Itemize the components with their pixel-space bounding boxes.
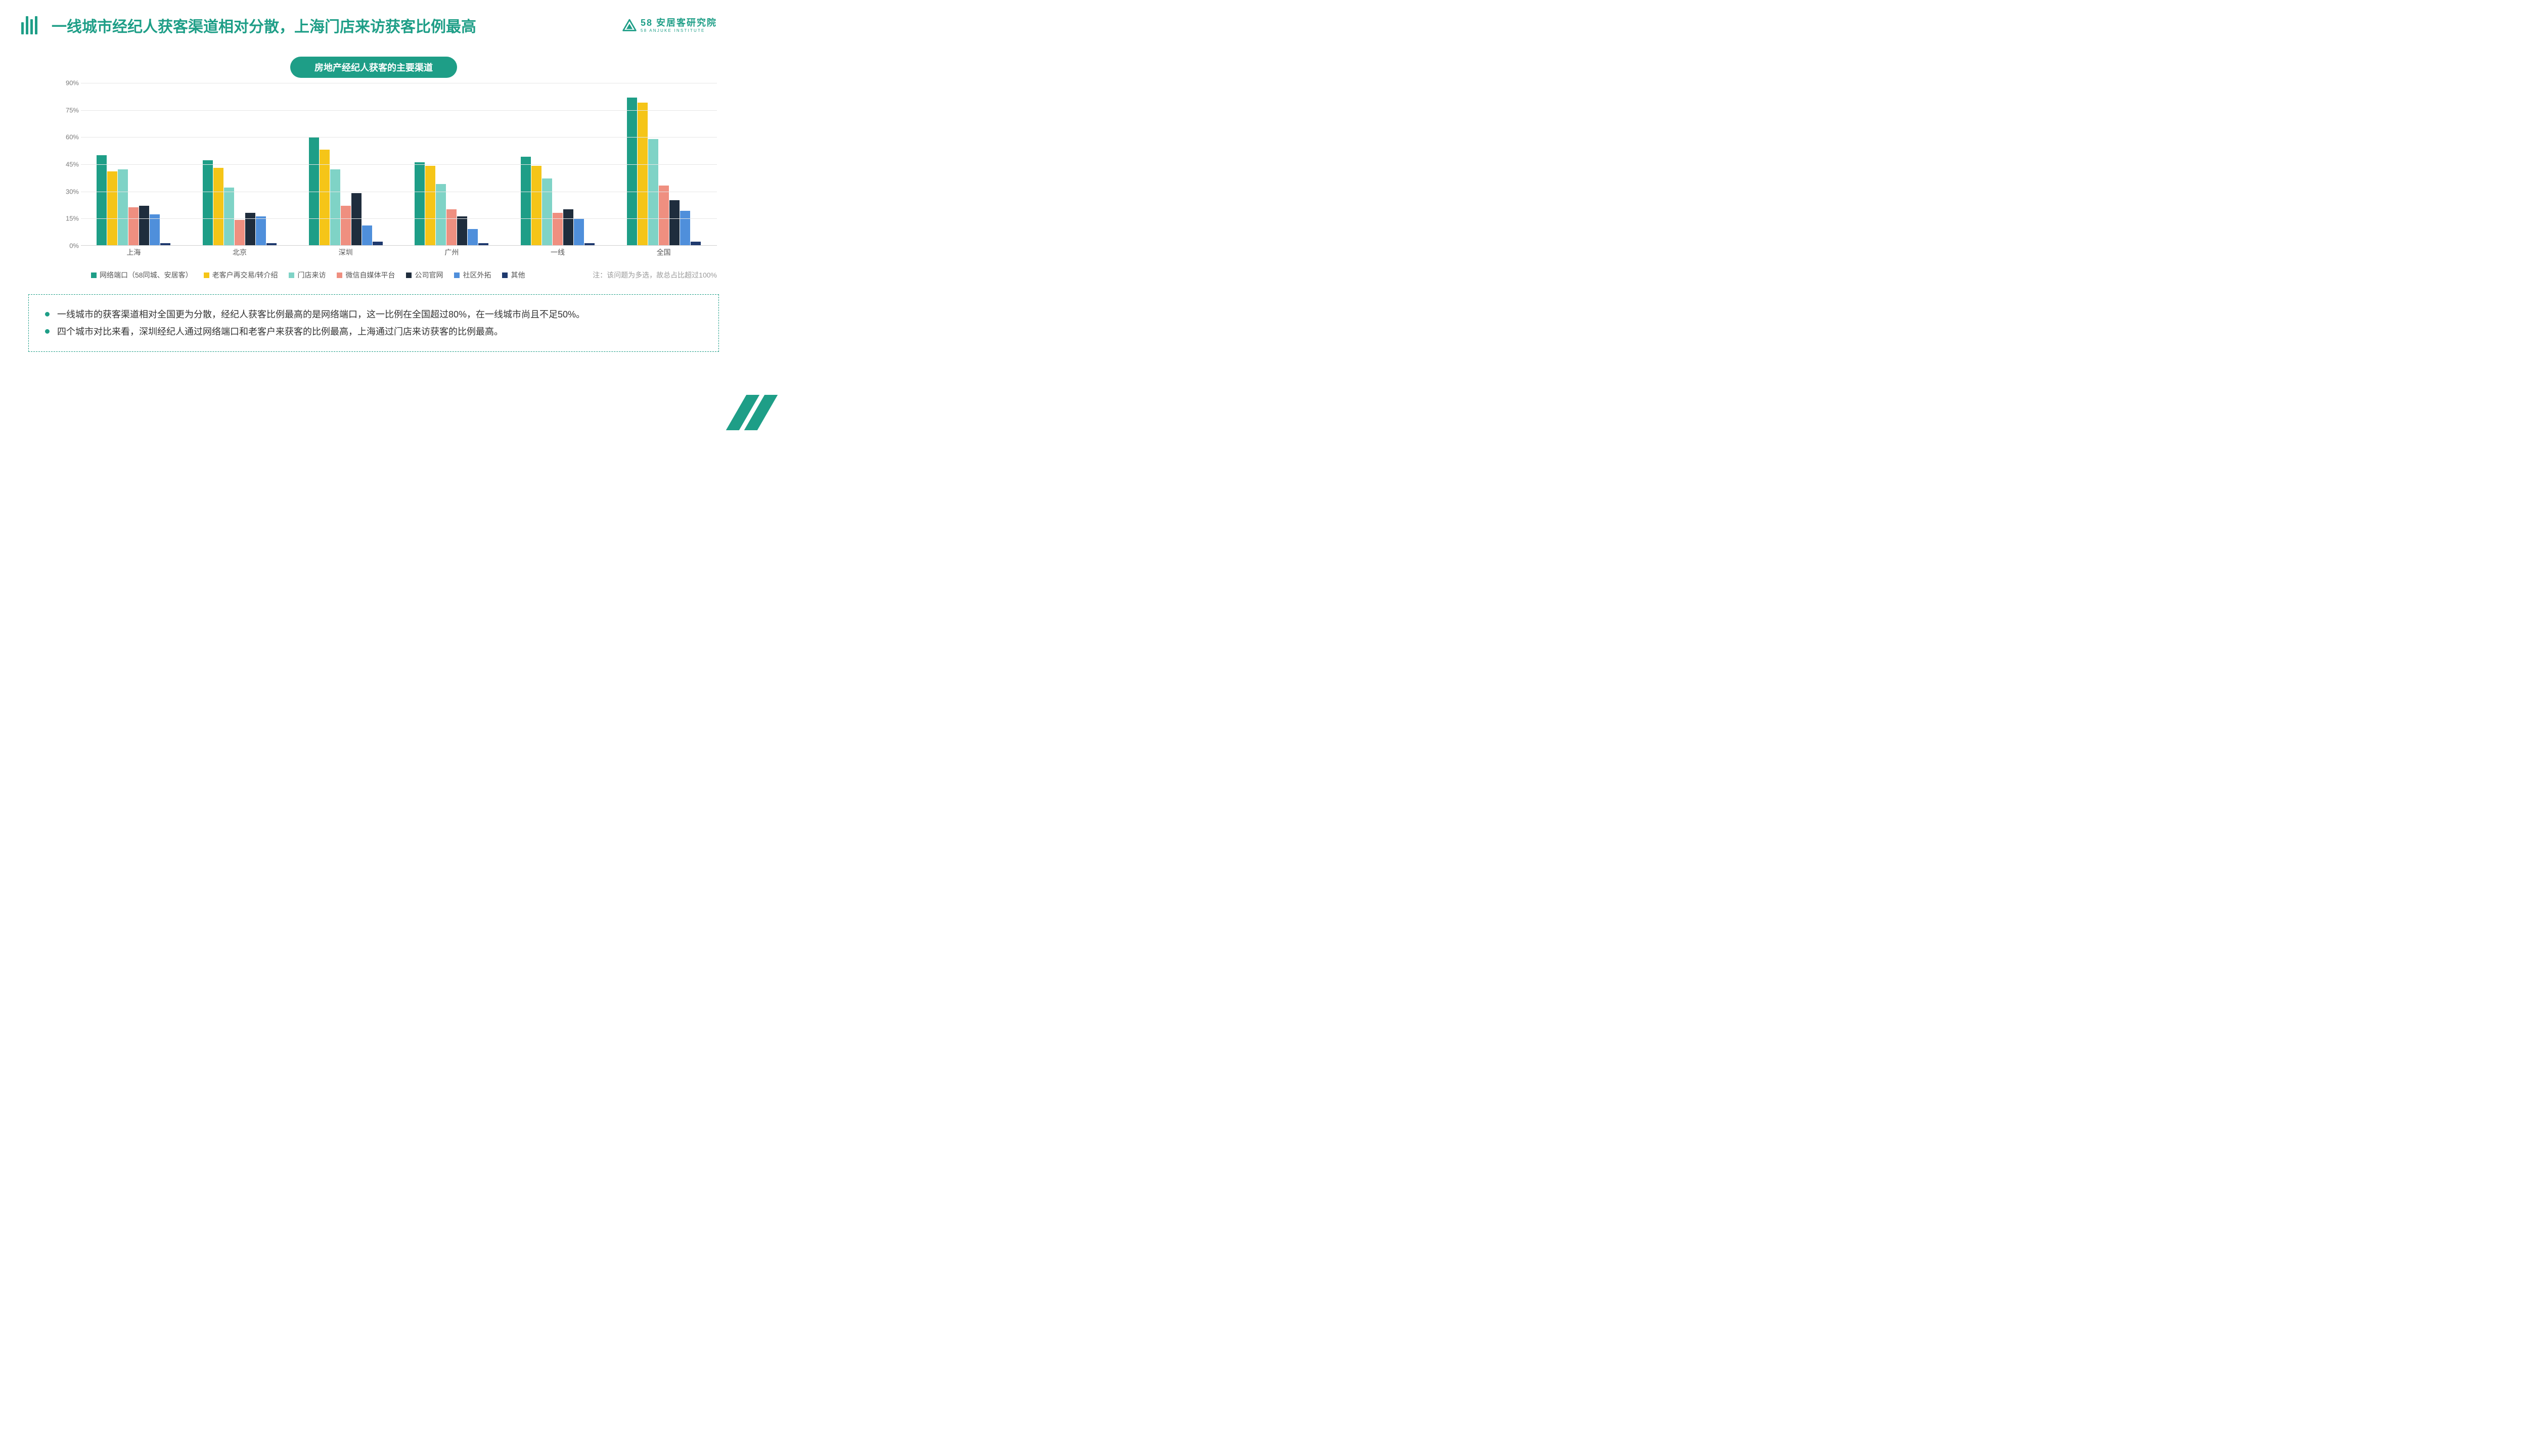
note-item: 四个城市对比来看，深圳经纪人通过网络端口和老客户来获客的比例最高，上海通过门店来… <box>44 323 703 340</box>
bar <box>457 216 467 245</box>
bar <box>669 200 680 245</box>
y-tick-label: 45% <box>55 161 79 168</box>
bar <box>659 186 669 245</box>
legend-item: 社区外拓 <box>454 270 491 280</box>
logo-triangle-icon <box>622 19 637 32</box>
y-tick-label: 0% <box>55 242 79 250</box>
x-tick-label: 深圳 <box>293 247 398 257</box>
bar <box>680 211 690 245</box>
bar <box>627 98 637 245</box>
y-tick-label: 60% <box>55 133 79 141</box>
x-tick-label: 上海 <box>81 247 187 257</box>
bar <box>542 178 552 245</box>
bar <box>648 139 658 245</box>
bar <box>478 243 488 245</box>
bar <box>425 166 435 245</box>
x-tick-label: 北京 <box>187 247 293 257</box>
bar <box>266 243 277 245</box>
bar <box>373 242 383 245</box>
legend-item: 公司官网 <box>406 270 443 280</box>
logo-cn: 58 安居客研究院 <box>641 18 717 28</box>
bar <box>160 243 170 245</box>
x-tick-label: 广州 <box>399 247 505 257</box>
legend-item: 老客户再交易/转介绍 <box>204 270 278 280</box>
y-tick-label: 30% <box>55 188 79 195</box>
brand-logo: 58 安居客研究院 58 ANJUKE INSTITUTE <box>622 18 717 33</box>
chart-title-pill: 房地产经纪人获客的主要渠道 <box>290 57 457 78</box>
y-tick-label: 15% <box>55 215 79 222</box>
bars-icon <box>21 16 37 34</box>
bar <box>139 206 149 245</box>
bar <box>638 103 648 245</box>
legend-item: 门店来访 <box>289 270 326 280</box>
legend-item: 其他 <box>502 270 525 280</box>
corner-decoration <box>726 395 778 430</box>
bar <box>256 216 266 245</box>
bar <box>691 242 701 245</box>
bar <box>203 160 213 245</box>
bar <box>531 166 541 245</box>
bar <box>341 206 351 245</box>
bar <box>118 169 128 245</box>
notes-box: 一线城市的获客渠道相对全国更为分散，经纪人获客比例最高的是网络端口，这一比例在全… <box>28 294 719 352</box>
bar <box>128 207 139 245</box>
bar <box>362 225 372 245</box>
bar <box>446 209 457 245</box>
logo-en: 58 ANJUKE INSTITUTE <box>641 28 717 33</box>
bar <box>97 155 107 245</box>
bar <box>574 218 584 246</box>
bar <box>330 169 340 245</box>
bar <box>436 184 446 245</box>
bar <box>415 162 425 245</box>
bar <box>150 214 160 245</box>
bar <box>521 157 531 245</box>
bar <box>245 213 255 245</box>
bar <box>107 171 117 245</box>
bar <box>235 220 245 245</box>
x-tick-label: 一线 <box>505 247 611 257</box>
y-tick-label: 75% <box>55 106 79 114</box>
legend-item: 微信自媒体平台 <box>337 270 395 280</box>
x-tick-label: 全国 <box>611 247 716 257</box>
bar-chart: 上海北京深圳广州一线全国 0%15%30%45%60%75%90% <box>55 83 717 260</box>
bar <box>224 188 234 245</box>
note-item: 一线城市的获客渠道相对全国更为分散，经纪人获客比例最高的是网络端口，这一比例在全… <box>44 306 703 323</box>
page-title: 一线城市经纪人获客渠道相对分散，上海门店来访获客比例最高 <box>52 14 622 36</box>
bar <box>213 168 223 245</box>
bar <box>584 243 595 245</box>
legend-note: 注：该问题为多选，故总占比超过100% <box>593 270 717 280</box>
y-tick-label: 90% <box>55 79 79 87</box>
chart-legend: 网络端口（58同城、安居客） 老客户再交易/转介绍 门店来访 微信自媒体平台 公司官网 社… <box>91 270 717 280</box>
legend-item: 网络端口（58同城、安居客） <box>91 270 193 280</box>
bar <box>563 209 573 245</box>
bar <box>553 213 563 245</box>
bar <box>468 229 478 245</box>
